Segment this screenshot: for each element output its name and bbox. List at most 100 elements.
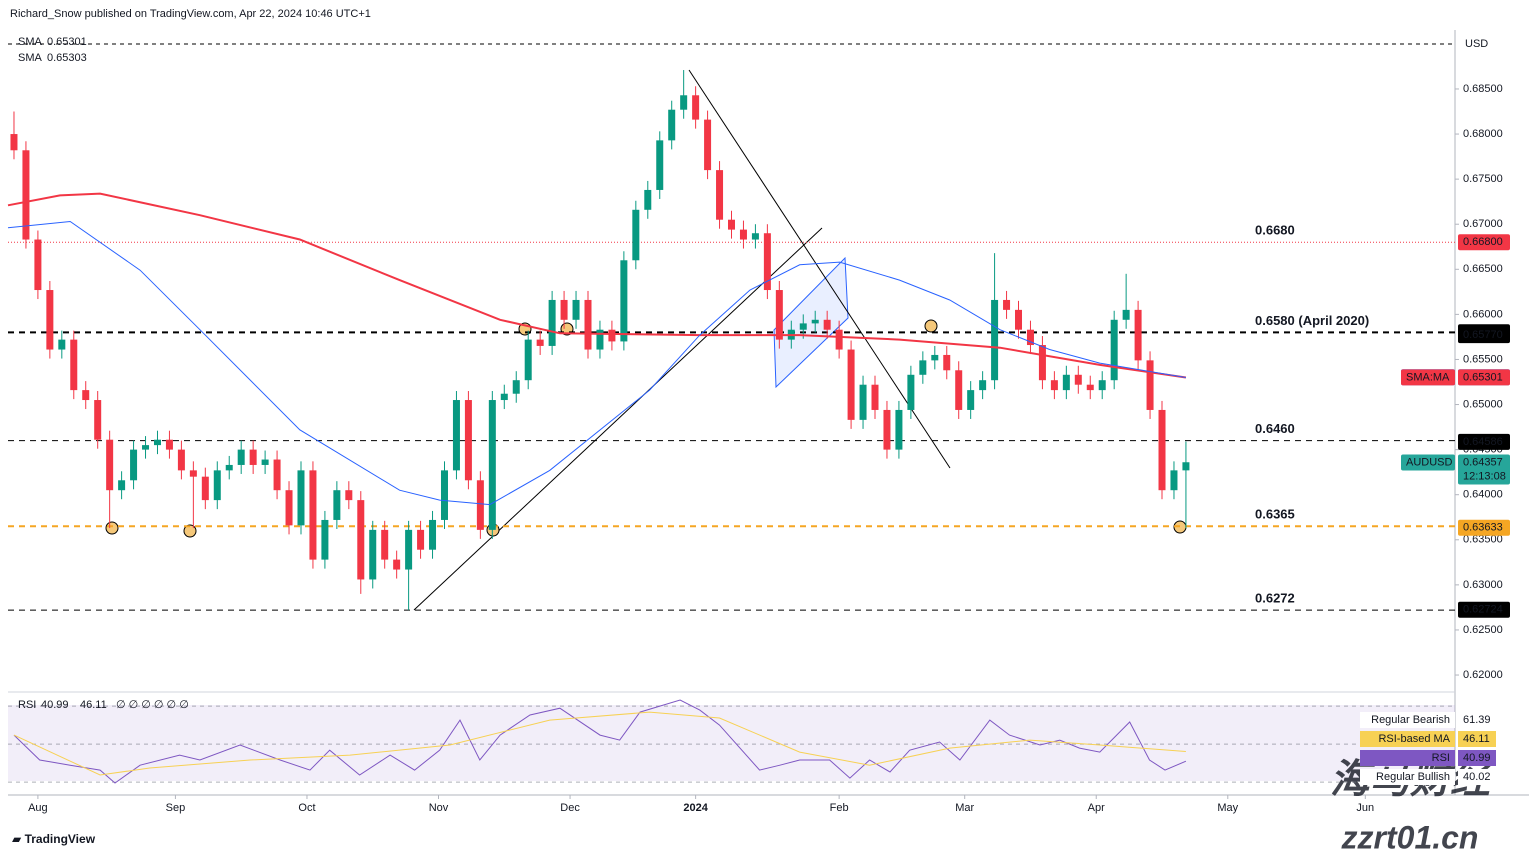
x-tick-label: Jun [1356,802,1374,814]
candle-body [488,400,496,530]
candle-body [142,445,150,450]
x-tick-label: Oct [298,802,315,814]
candle-body [82,390,90,401]
candle-body [201,476,209,501]
candle-body [249,449,257,465]
level-label: 0.6580 (April 2020) [1255,313,1369,328]
y-tick-label: 0.66500 [1463,263,1503,275]
rsi-tag-value: 40.02 [1463,771,1491,783]
candle-body [1074,374,1082,385]
y-tick-label: 0.63000 [1463,579,1503,591]
y-tick-label: 0.64000 [1463,489,1503,501]
candle-body [405,529,413,570]
candle-body [1062,374,1070,391]
brand-name: TradingView [25,832,96,846]
candle-body [429,519,437,550]
candle-body [440,470,448,520]
candle-body [811,319,819,324]
candle-body [680,95,688,110]
byline: Richard_Snow published on TradingView.co… [10,8,371,20]
price-tag-label: 0.65301 [1463,371,1503,383]
candle-body [213,470,221,501]
price-tag [1458,433,1510,450]
candle-body [572,299,580,320]
y-tick-label: 0.67000 [1463,218,1503,230]
candle-body [835,329,843,350]
watermark-url: zzrt01.cn [1341,819,1479,855]
rsi-line [13,711,1186,776]
candle-body [943,354,951,371]
candle-body [847,349,855,420]
y-tick-label: 0.68000 [1463,128,1503,140]
candle-body [656,140,664,190]
rsi-tag [1458,750,1496,766]
candle-body [381,529,389,560]
x-tick-label: Feb [830,802,849,814]
y-tick-label: 0.67500 [1463,173,1503,185]
rsi-tag-name: RSI [1432,752,1450,764]
candle-body [512,380,520,394]
candle-body [333,490,341,520]
candle-body [153,439,161,446]
price-tag [1458,519,1510,536]
candle-body [285,490,293,526]
price-tag-label: 0.64586 [1463,436,1503,448]
trendline [413,227,823,611]
candle-body [165,439,173,450]
candle-body [237,449,245,465]
candle-body [632,209,640,261]
candle-body [261,459,269,465]
candle-body [345,490,353,501]
x-tick-label: Apr [1088,802,1105,814]
y-tick-label: 0.63500 [1463,534,1503,546]
candle-body [692,95,700,120]
candle-body [883,409,891,450]
candle-body [225,464,233,471]
price-tag [1458,454,1510,485]
candle-body [94,400,102,440]
x-tick-label: Dec [560,802,580,814]
candle-body [560,299,568,320]
candle-body [34,239,42,291]
candle-body [297,470,305,526]
level-label: 0.6365 [1255,507,1295,522]
candle-body [1026,329,1034,346]
y-tick-label: 0.62000 [1463,669,1503,681]
candle-body [1158,409,1166,491]
level-label: 0.6680 [1255,223,1295,238]
candle-body [859,384,867,420]
candle-body [919,360,927,375]
rsi-tag-value: 61.39 [1463,714,1491,726]
candle-body [871,384,879,410]
candle-body [10,134,18,151]
candle-body [751,233,759,240]
x-tick-label: May [1217,802,1238,814]
candle-body [22,150,30,240]
y-tick-label: 0.65500 [1463,353,1503,365]
price-tag [1458,369,1510,386]
candle-body [979,380,987,391]
candle-body [931,354,939,361]
candle-body [177,449,185,471]
annotations [105,69,1187,611]
x-tick-label: Nov [429,802,449,814]
sma-line [7,192,1187,379]
candle-body [763,233,771,291]
candle-body [70,339,78,391]
currency: USD [1465,38,1488,50]
x-tick-label: Mar [955,802,974,814]
candle-body [1050,380,1058,391]
price-tag-label: 0.66800 [1463,236,1503,248]
touch-marker [924,319,938,333]
candle-body [273,459,281,491]
rsi-tag-name-box [1360,712,1455,728]
candle-body [991,299,999,381]
level-label: 0.6460 [1255,421,1295,436]
candle-body [895,409,903,450]
candle-body [644,189,652,210]
candle-body [596,329,604,350]
y-tick-label: 0.62500 [1463,624,1503,636]
y-tick-label: 0.66000 [1463,308,1503,320]
price-tag [1458,234,1510,251]
